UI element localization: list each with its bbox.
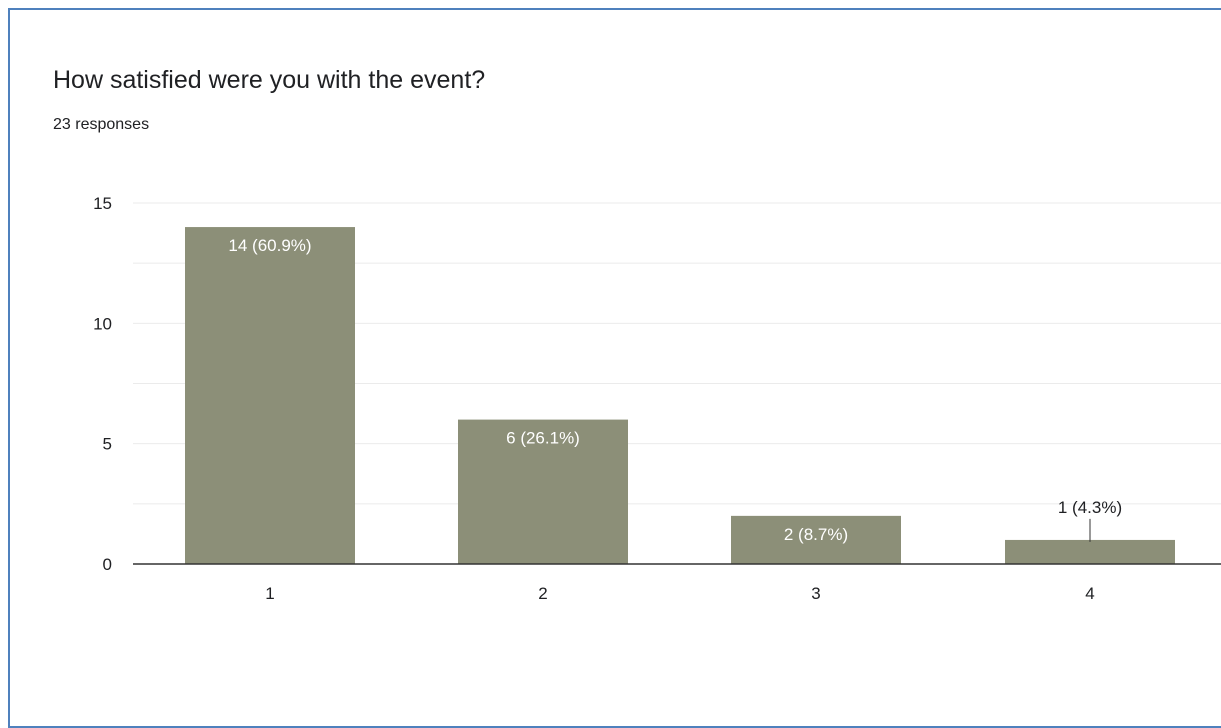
x-tick-label: 3 — [811, 584, 820, 603]
data-label: 1 (4.3%) — [1058, 498, 1122, 517]
bar-1 — [185, 227, 355, 565]
bar-4 — [1005, 539, 1175, 564]
bar-3 — [731, 515, 901, 564]
data-label: 2 (8.7%) — [784, 525, 848, 544]
y-tick-label: 10 — [93, 314, 112, 333]
y-tick-label: 0 — [103, 555, 112, 574]
bar-2 — [458, 419, 628, 564]
x-tick-label: 1 — [265, 584, 274, 603]
y-tick-label: 5 — [103, 435, 112, 454]
x-tick-label: 2 — [538, 584, 547, 603]
data-label: 6 (26.1%) — [506, 429, 580, 448]
response-count: 23 responses — [53, 116, 150, 133]
chart-title: How satisfied were you with the event? — [53, 66, 486, 94]
y-tick-label: 15 — [93, 194, 112, 213]
bar-chart: 0 5 10 15 14 (60.9%) 1 6 (26.1%) 2 2 (8.7%) 3 1 (4… — [93, 194, 1221, 603]
x-tick-label: 4 — [1085, 584, 1094, 603]
data-label: 14 (60.9%) — [228, 236, 311, 255]
